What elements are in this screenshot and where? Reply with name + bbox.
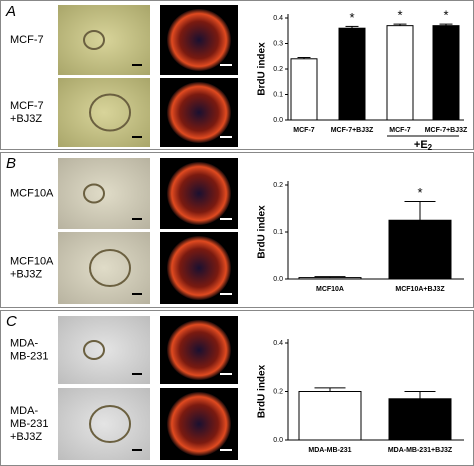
micrograph bbox=[58, 232, 150, 304]
row-label: MDA- bbox=[10, 337, 38, 349]
row-label: +BJ3Z bbox=[10, 431, 42, 443]
x-tick-label: MCF-7 bbox=[389, 127, 410, 134]
significance-marker: * bbox=[349, 10, 354, 25]
panel-letter: C bbox=[6, 313, 17, 330]
micrograph bbox=[58, 78, 150, 147]
cell-cluster bbox=[89, 93, 131, 132]
x-tick-label: MCF10A+BJ3Z bbox=[395, 286, 445, 293]
row-label: MDA- bbox=[10, 405, 38, 417]
micrograph bbox=[58, 388, 150, 460]
y-axis-label: BrdU index bbox=[257, 364, 268, 418]
y-tick-label: 0.1 bbox=[273, 229, 283, 236]
y-tick-label: 0.2 bbox=[273, 388, 283, 395]
row-label: +BJ3Z bbox=[10, 113, 42, 125]
row-label: MB-231 bbox=[10, 418, 49, 430]
cell-cluster bbox=[89, 405, 131, 443]
y-tick-label: 0.0 bbox=[273, 276, 283, 283]
y-tick-label: 0.2 bbox=[273, 182, 283, 189]
group-label: +E2 bbox=[414, 139, 433, 152]
cell-cluster bbox=[89, 249, 131, 287]
y-tick-label: 0.3 bbox=[273, 40, 283, 47]
x-tick-label: MCF-7+BJ3Z bbox=[425, 127, 468, 134]
y-tick-label: 0.4 bbox=[273, 15, 283, 22]
bar bbox=[298, 277, 362, 280]
row-label: MCF10A bbox=[10, 187, 54, 199]
x-tick-label: MCF-7+BJ3Z bbox=[331, 127, 374, 134]
y-tick-label: 0.0 bbox=[273, 117, 283, 124]
panel-letter: A bbox=[5, 3, 16, 20]
y-axis-label: BrdU index bbox=[257, 42, 268, 96]
row-label: MB-231 bbox=[10, 350, 49, 362]
confocal-cell bbox=[167, 320, 231, 380]
y-tick-label: 0.4 bbox=[273, 340, 283, 347]
significance-marker: * bbox=[397, 8, 402, 23]
bar bbox=[338, 27, 366, 121]
x-tick-label: MCF10A bbox=[316, 286, 344, 293]
x-tick-label: MCF-7 bbox=[293, 127, 314, 134]
confocal-cell bbox=[167, 162, 231, 225]
row-label: MCF10A bbox=[10, 255, 54, 267]
bar bbox=[290, 58, 318, 121]
bar bbox=[298, 391, 362, 441]
x-tick-label: MDA-MB-231+BJ3Z bbox=[388, 447, 453, 454]
significance-marker: * bbox=[443, 8, 448, 23]
y-tick-label: 0.0 bbox=[273, 437, 283, 444]
group-label-text: +E bbox=[414, 139, 428, 151]
panel-letter: B bbox=[6, 155, 16, 172]
cell-cluster bbox=[83, 30, 105, 50]
significance-marker: * bbox=[417, 185, 422, 200]
bar bbox=[432, 25, 460, 121]
row-label: MCF-7 bbox=[10, 100, 44, 112]
confocal-cell bbox=[167, 392, 231, 456]
confocal-cell bbox=[167, 82, 231, 143]
bar bbox=[386, 25, 414, 121]
cell-cluster bbox=[83, 183, 105, 204]
y-axis-label: BrdU index bbox=[257, 205, 268, 259]
row-label: MCF-7 bbox=[10, 34, 44, 46]
confocal-cell bbox=[167, 9, 231, 71]
cell-cluster bbox=[83, 340, 105, 360]
bar bbox=[388, 219, 452, 280]
row-label: +BJ3Z bbox=[10, 268, 42, 280]
x-tick-label: MDA-MB-231 bbox=[308, 447, 351, 454]
bar bbox=[388, 398, 452, 441]
y-tick-label: 0.1 bbox=[273, 91, 283, 98]
confocal-cell bbox=[167, 236, 231, 300]
group-label-subscript: 2 bbox=[428, 143, 433, 152]
y-tick-label: 0.2 bbox=[273, 66, 283, 73]
